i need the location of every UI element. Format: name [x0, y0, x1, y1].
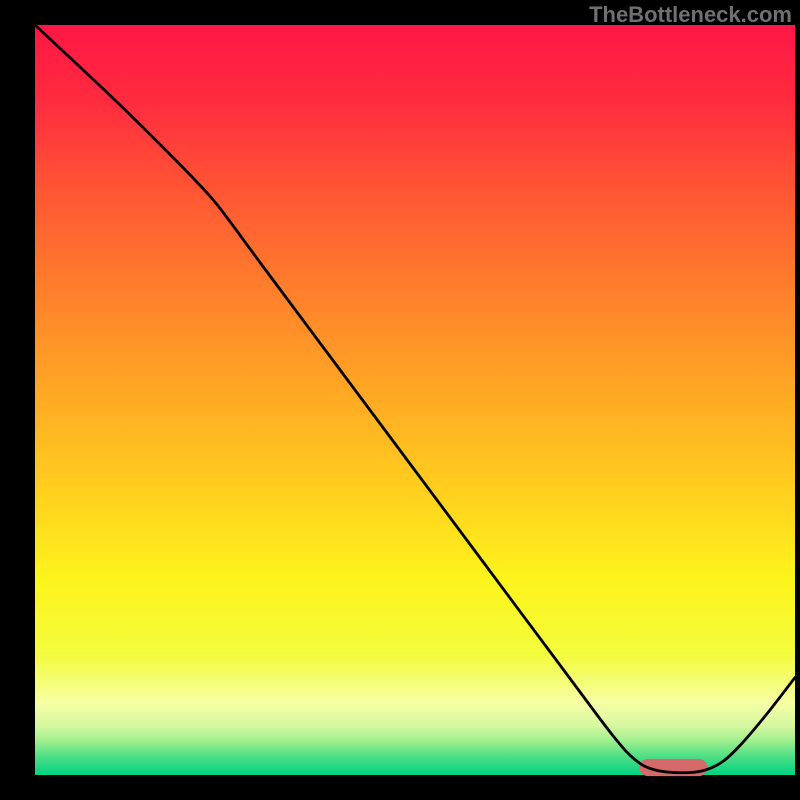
bottleneck-chart [0, 0, 800, 800]
chart-container: TheBottleneck.com [0, 0, 800, 800]
watermark-text: TheBottleneck.com [589, 2, 792, 28]
plot-background-gradient [35, 25, 795, 775]
